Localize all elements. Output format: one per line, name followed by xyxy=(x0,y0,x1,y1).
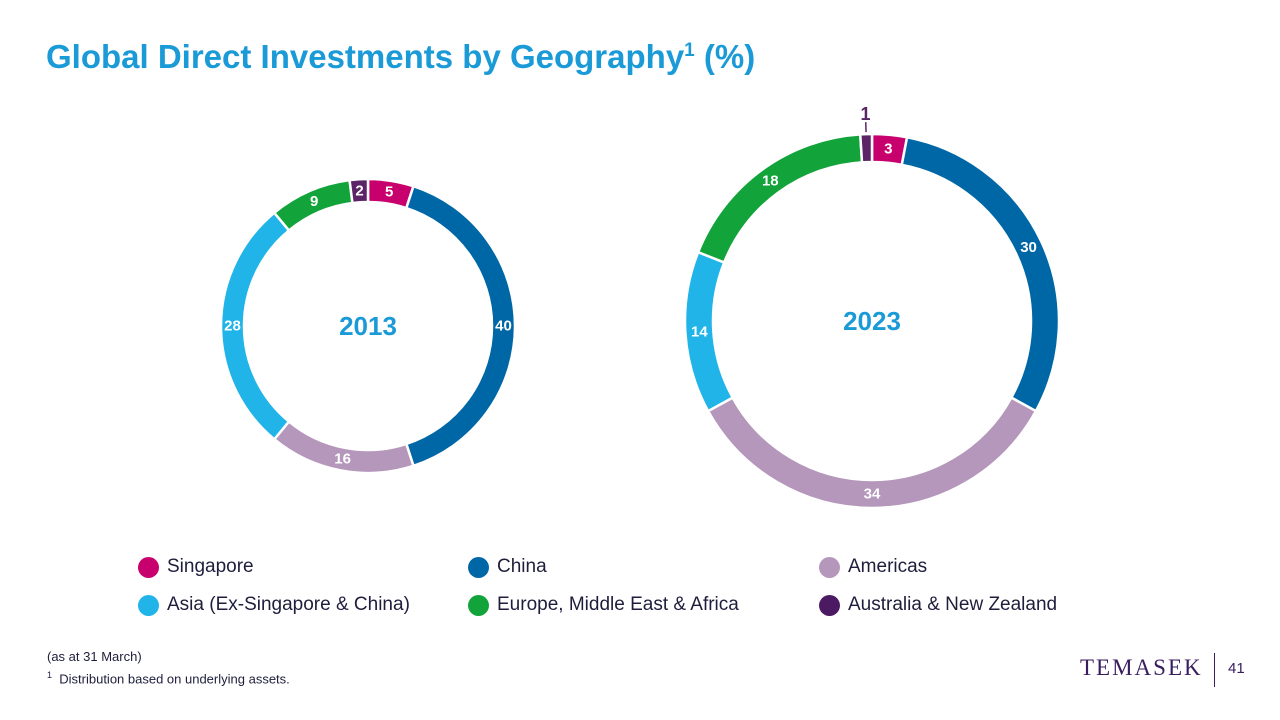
slice-label-2023-0: 3 xyxy=(884,140,892,157)
legend-label: China xyxy=(497,556,547,577)
center-label-2023: 2023 xyxy=(843,306,901,336)
legend-item-5: Australia & New Zealand xyxy=(819,594,1057,616)
legend-swatch xyxy=(819,594,840,616)
legend-label: Europe, Middle East & Africa xyxy=(497,594,739,615)
slice-2013-5 xyxy=(348,177,370,205)
slice-label-2013-0: 5 xyxy=(385,184,393,201)
slice-label-2013-5: 2 xyxy=(355,182,363,199)
slice-label-2023-5: 1 xyxy=(860,104,870,124)
slice-label-2013-4: 9 xyxy=(310,193,318,210)
footnote-text: Distribution based on underlying assets. xyxy=(59,671,290,687)
slice-label-2013-3: 28 xyxy=(224,318,241,335)
slice-label-2023-1: 30 xyxy=(1020,239,1037,256)
legend-swatch xyxy=(138,556,159,578)
page-number: 41 xyxy=(1228,660,1245,677)
slice-label-2023-2: 34 xyxy=(864,486,881,503)
title-text: Global Direct Investments by Geography xyxy=(46,38,685,75)
center-label-2013: 2013 xyxy=(339,311,397,341)
as-at-note: (as at 31 March) xyxy=(47,649,142,664)
title-superscript: 1 xyxy=(684,40,695,61)
footnote-1: 1 Distribution based on underlying asset… xyxy=(47,666,290,688)
legend-swatch xyxy=(819,556,840,578)
slide-title: Global Direct Investments by Geography1 … xyxy=(46,38,755,76)
legend-item-1: China xyxy=(468,556,547,578)
slice-label-2013-1: 40 xyxy=(495,318,512,335)
legend-swatch xyxy=(468,556,489,578)
slice-2023-4 xyxy=(696,133,864,265)
legend-item-0: Singapore xyxy=(138,556,254,578)
legend-swatch xyxy=(468,594,489,616)
legend-label: Asia (Ex-Singapore & China) xyxy=(167,594,410,615)
footnotes: (as at 31 March) 1 Distribution based on… xyxy=(47,647,290,688)
legend-item-4: Europe, Middle East & Africa xyxy=(468,594,739,616)
legend-label: Singapore xyxy=(167,556,254,577)
slice-2023-5 xyxy=(858,132,874,164)
footnote-marker: 1 xyxy=(47,670,53,680)
legend-swatch xyxy=(138,594,159,616)
slice-2023-1 xyxy=(900,135,1061,413)
legend: Singapore China Americas Asia (Ex-Singapore… xyxy=(0,556,1280,626)
slice-label-2023-4: 18 xyxy=(762,173,779,190)
logo-divider xyxy=(1214,653,1215,687)
legend-label: Americas xyxy=(848,556,928,577)
legend-item-3: Asia (Ex-Singapore & China) xyxy=(138,594,410,616)
slice-label-2023-3: 14 xyxy=(691,323,708,340)
slice-label-2013-2: 16 xyxy=(334,451,351,468)
title-suffix: (%) xyxy=(694,38,756,75)
temasek-logo: TEMASEK xyxy=(1080,655,1203,680)
legend-label: Australia & New Zealand xyxy=(848,594,1058,615)
legend-item-2: Americas xyxy=(819,556,927,578)
